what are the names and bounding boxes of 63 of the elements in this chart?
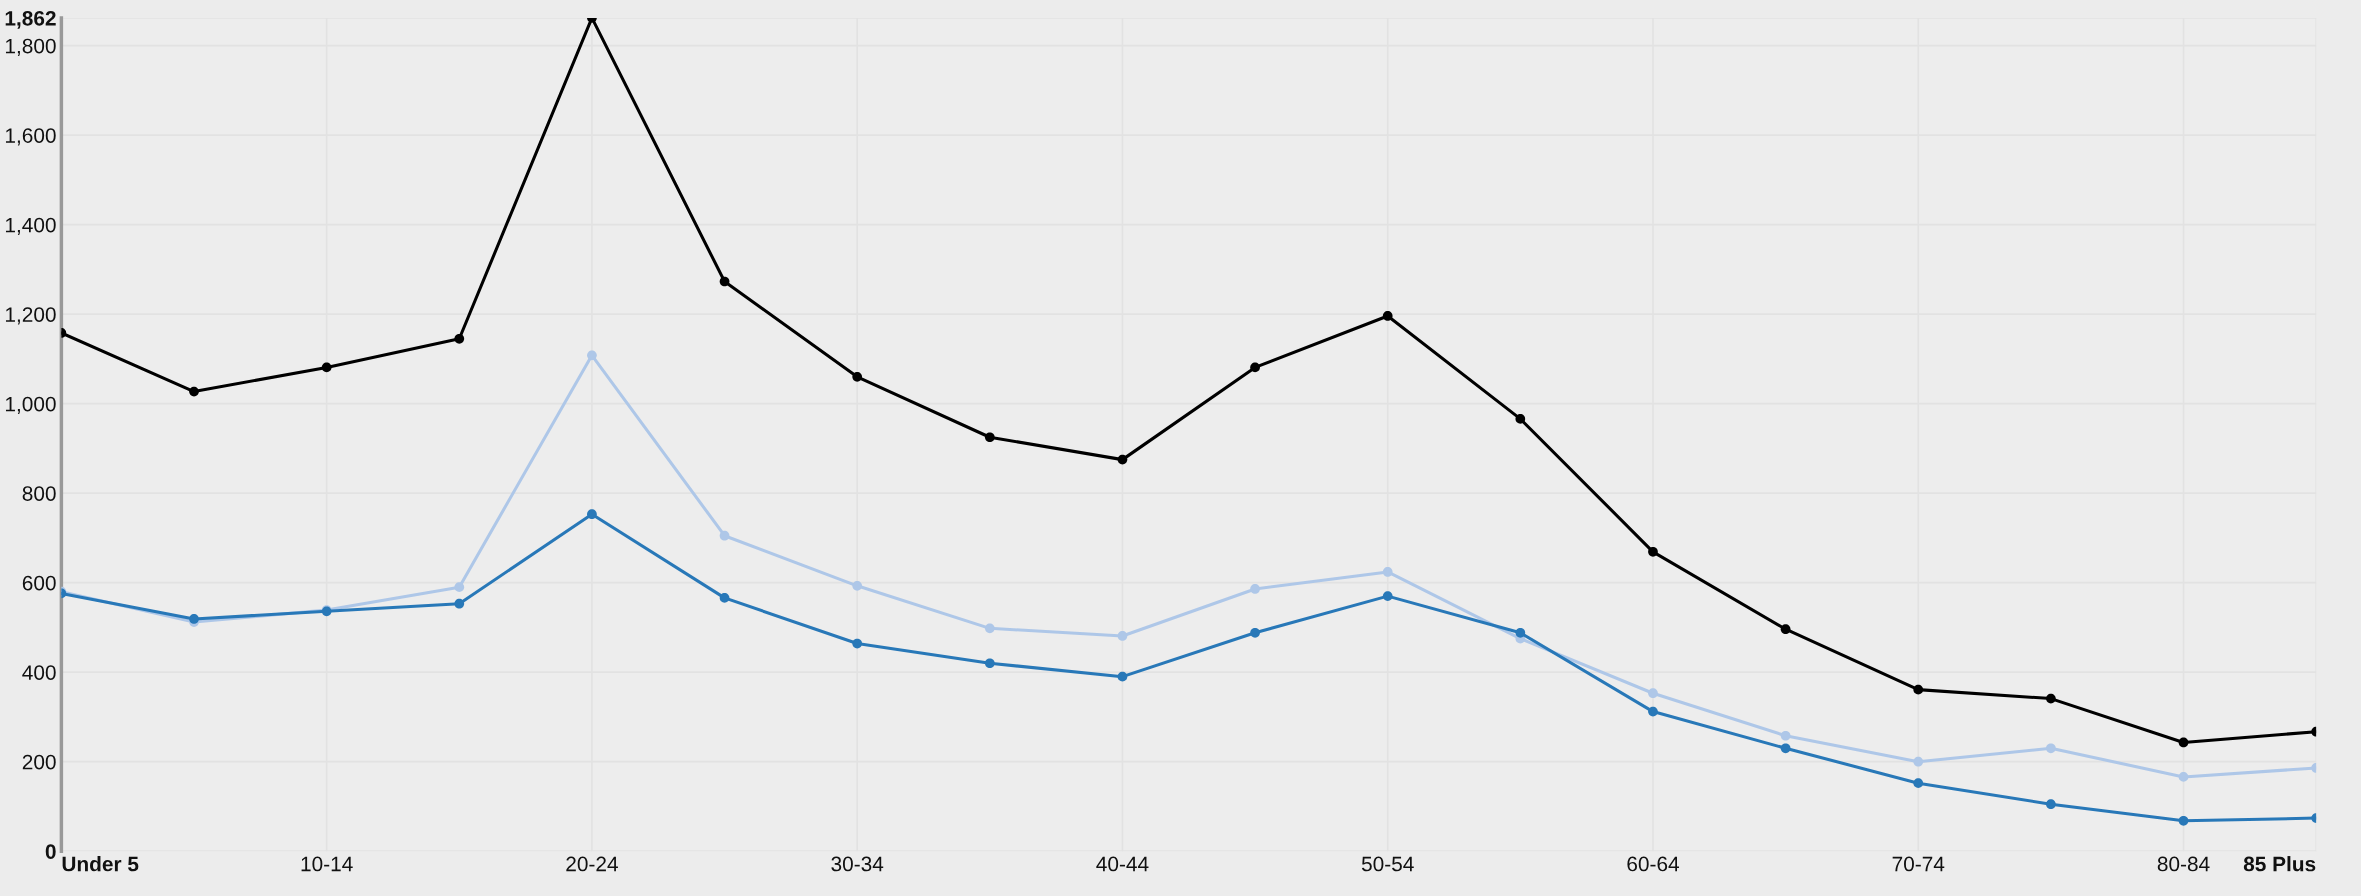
point — [2178, 737, 2189, 748]
point — [852, 371, 863, 382]
point — [984, 432, 995, 443]
x-tick-label: 10-14 — [301, 856, 353, 872]
x-tick-label: 85 Plus — [2243, 856, 2316, 872]
y-tick-label: 1,000 — [5, 396, 56, 414]
point — [1648, 688, 1658, 699]
y-tick-label: 1,862 — [5, 10, 56, 29]
point — [1515, 627, 1526, 638]
point — [2046, 693, 2056, 704]
x-tick-label: Under 5 — [62, 856, 139, 872]
point — [984, 658, 995, 669]
point — [719, 530, 730, 541]
x-tick-label: 40-44 — [1096, 856, 1149, 872]
y-tick-label: 600 — [22, 575, 56, 591]
point — [1117, 631, 1128, 641]
point — [1117, 671, 1128, 682]
point — [454, 598, 465, 609]
point — [1648, 706, 1658, 717]
point — [1780, 624, 1791, 635]
point — [719, 593, 730, 603]
x-tick-label: 70-74 — [1892, 856, 1945, 872]
point — [2178, 772, 2189, 782]
y-tick-label: 400 — [22, 665, 56, 680]
point — [1780, 730, 1791, 741]
y-tick-label: 1,400 — [5, 217, 56, 235]
point — [1780, 743, 1791, 754]
point — [587, 350, 597, 361]
point — [1382, 567, 1393, 577]
point — [1648, 546, 1658, 557]
point — [852, 638, 863, 649]
point — [1250, 584, 1260, 594]
point — [321, 362, 332, 373]
point — [454, 333, 465, 344]
point — [454, 582, 465, 593]
point — [1382, 591, 1393, 601]
point — [719, 276, 730, 287]
point — [1515, 414, 1526, 424]
point — [1913, 684, 1924, 695]
x-tick-label: 30-34 — [831, 856, 884, 872]
x-tick-label: 60-64 — [1627, 856, 1680, 872]
point — [2046, 799, 2056, 810]
point — [1117, 454, 1128, 465]
point — [2046, 743, 2056, 754]
y-tick-label: 1,800 — [5, 38, 56, 56]
point — [1250, 627, 1260, 638]
point — [1250, 362, 1260, 373]
point — [984, 623, 995, 634]
x-tick-label: 80-84 — [2157, 856, 2210, 872]
y-tick-label: 200 — [22, 754, 56, 770]
y-tick-label: 1,200 — [5, 307, 56, 325]
point — [189, 386, 199, 397]
y-tick-label: 0 — [45, 844, 56, 859]
x-tick-label: 20-24 — [566, 856, 618, 872]
point — [1382, 311, 1393, 321]
y-tick-label: 800 — [22, 486, 56, 501]
point — [2178, 815, 2189, 826]
point — [852, 580, 863, 591]
point — [1913, 778, 1924, 789]
x-tick-label: 50-54 — [1361, 856, 1414, 872]
point — [1913, 756, 1924, 767]
point — [587, 509, 597, 520]
y-tick-label: 1,600 — [5, 128, 56, 146]
